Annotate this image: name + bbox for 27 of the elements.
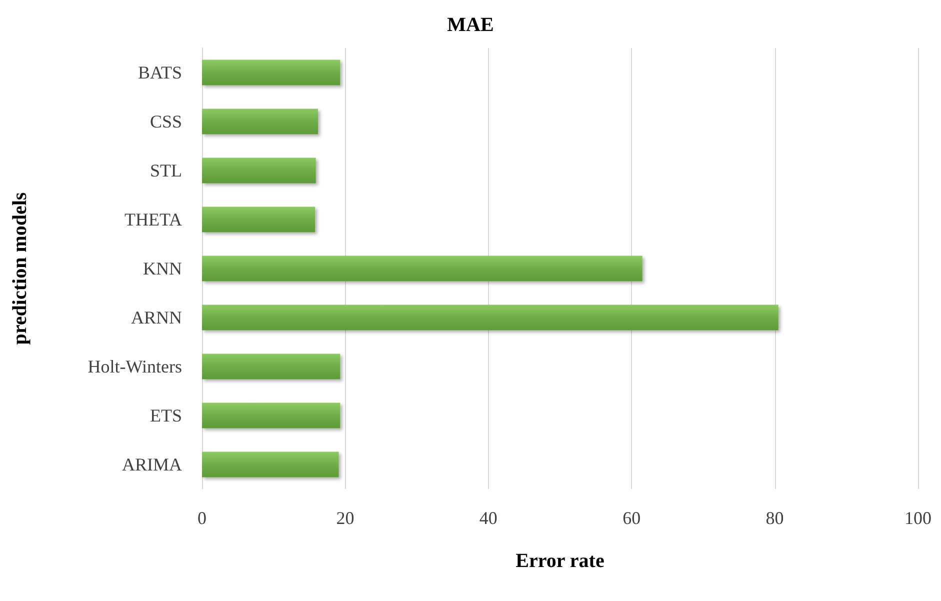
bar <box>202 60 340 86</box>
bar <box>202 158 316 184</box>
y-tick-label: THETA <box>124 210 182 230</box>
y-tick-label: ARNN <box>130 308 182 328</box>
x-tick-label: 60 <box>622 508 641 528</box>
x-axis-title: Error rate <box>516 550 604 572</box>
y-axis-title: prediction models <box>9 192 31 345</box>
x-tick-label: 80 <box>766 508 784 528</box>
x-tick-label: 40 <box>479 508 498 528</box>
bar <box>202 354 340 380</box>
y-tick-label: ETS <box>150 406 182 426</box>
x-tick-label: 20 <box>336 508 354 528</box>
y-tick-label: ARIMA <box>122 454 182 474</box>
chart-title: MAE <box>447 14 494 36</box>
bar <box>202 206 316 232</box>
bar <box>202 452 339 478</box>
y-tick-label: BATS <box>138 62 182 82</box>
bar <box>202 108 318 134</box>
y-tick-label: STL <box>150 160 182 180</box>
y-tick-label: Holt-Winters <box>88 356 182 376</box>
x-tick-label: 100 <box>904 508 932 528</box>
y-tick-label: CSS <box>150 112 182 132</box>
x-tick-label: 0 <box>198 508 206 528</box>
bar <box>202 304 778 330</box>
y-tick-label: KNN <box>143 258 182 278</box>
bar <box>202 256 642 282</box>
bar <box>202 402 340 428</box>
